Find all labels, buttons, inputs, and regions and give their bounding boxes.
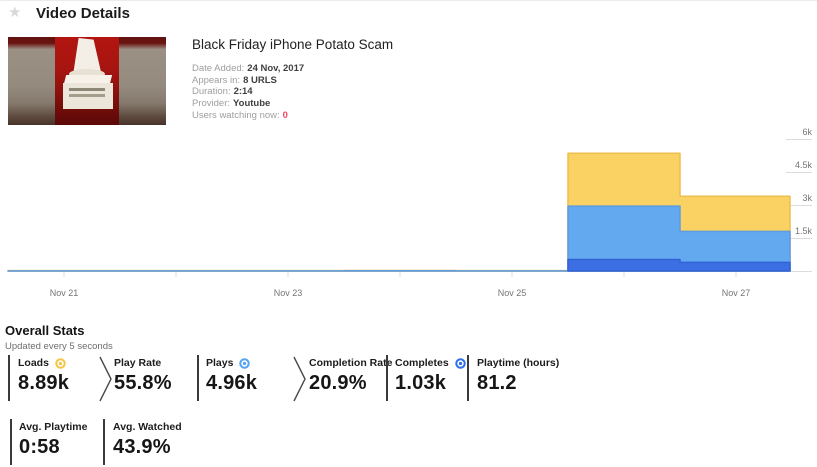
- stat-playtime-value: 81.2: [477, 372, 517, 394]
- meta-users-watching: Users watching now: 0: [192, 109, 288, 121]
- overall-stats-title: Overall Stats: [5, 323, 85, 338]
- stat-completion-rate-value: 20.9%: [309, 372, 367, 394]
- thumbnail-pillar-left: [8, 37, 55, 125]
- thumbnail-fold-shape: [69, 69, 105, 79]
- meta-date-added: Date Added: 24 Nov, 2017: [192, 63, 305, 74]
- stat-completion-rate-label: Completion Rate: [309, 357, 393, 369]
- stat-loads-value: 8.89k: [18, 372, 70, 394]
- video-thumbnail[interactable]: [8, 37, 166, 125]
- meta-duration: Duration: 2:14: [192, 86, 253, 98]
- overall-stats-subtitle: Updated every 5 seconds: [5, 341, 113, 352]
- svg-text:Nov 27: Nov 27: [722, 288, 751, 298]
- video-meta: Date Added: 24 Nov, 2017 Appears in: 8 URL…: [192, 63, 304, 122]
- video-title: Black Friday iPhone Potato Scam: [192, 37, 394, 52]
- stat-avg-watched-value: 43.9%: [113, 436, 171, 458]
- thumbnail-pillar-right: [119, 37, 166, 125]
- meta-appears-in: Appears in: 8 URLS: [192, 74, 277, 86]
- stat-loads-label: Loads: [18, 357, 49, 369]
- stat-completes-value: 1.03k: [395, 372, 447, 394]
- stat-completes: Completes 1.03k: [386, 355, 466, 401]
- stat-playtime-label: Playtime (hours): [477, 357, 560, 369]
- stat-avg-watched: Avg. Watched 43.9%: [103, 419, 182, 465]
- stat-avg-playtime: Avg. Playtime 0:58: [10, 419, 87, 465]
- plays-over-time-chart: 1.5k 3k 4.5k 6k Nov 21 Nov 23 Nov 25 Nov 27: [7, 127, 813, 298]
- svg-text:Nov 23: Nov 23: [274, 288, 303, 298]
- stat-loads: Loads 8.89k: [8, 355, 69, 401]
- stat-completes-label: Completes: [395, 357, 449, 369]
- stat-plays-value: 4.96k: [206, 372, 258, 394]
- page-title: Video Details: [36, 5, 130, 22]
- stat-play-rate-value: 55.8%: [114, 372, 172, 394]
- stat-playtime: Playtime (hours) 81.2: [467, 355, 559, 401]
- thumbnail-box-label: [69, 88, 105, 91]
- completes-visibility-toggle-icon[interactable]: [454, 357, 466, 369]
- watching-now-value: 0: [282, 109, 288, 121]
- stat-completion-rate: Completion Rate 20.9%: [309, 355, 392, 401]
- favorite-star-icon[interactable]: ★: [8, 4, 22, 21]
- stat-avg-playtime-value: 0:58: [19, 436, 60, 458]
- plays-visibility-toggle-icon[interactable]: [239, 357, 251, 369]
- meta-provider: Provider: Youtube: [192, 98, 271, 110]
- stat-plays: Plays 4.96k: [197, 355, 257, 401]
- svg-text:4.5k: 4.5k: [795, 160, 813, 170]
- svg-text:Nov 25: Nov 25: [498, 288, 527, 298]
- svg-text:6k: 6k: [802, 127, 812, 137]
- stat-play-rate: Play Rate 55.8%: [114, 355, 172, 401]
- thumbnail-box-front: [63, 83, 113, 109]
- stat-avg-playtime-label: Avg. Playtime: [19, 421, 88, 433]
- stat-avg-watched-label: Avg. Watched: [113, 421, 182, 433]
- stat-plays-label: Plays: [206, 357, 234, 369]
- loads-visibility-toggle-icon[interactable]: [55, 357, 66, 369]
- stat-play-rate-label: Play Rate: [114, 357, 162, 369]
- thumbnail-center: [55, 37, 119, 125]
- chevron-separator-icon: [293, 356, 306, 402]
- chevron-separator-icon: [99, 356, 112, 402]
- svg-text:Nov 21: Nov 21: [50, 288, 79, 298]
- svg-text:1.5k: 1.5k: [795, 226, 813, 236]
- svg-text:3k: 3k: [802, 193, 812, 203]
